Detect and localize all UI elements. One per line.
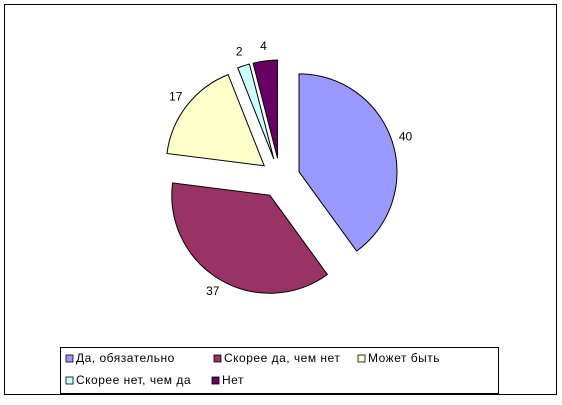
- data-label: 40: [399, 129, 413, 143]
- legend-box: [60, 347, 499, 394]
- data-label: 2: [236, 45, 243, 59]
- pie-slice: [171, 182, 329, 294]
- data-label: 17: [169, 89, 183, 103]
- pie-slice: [252, 59, 278, 159]
- legend-label: Может быть: [368, 351, 440, 365]
- pie-slice: [166, 73, 265, 167]
- legend-swatch: [65, 354, 74, 363]
- chart-border: [4, 4, 557, 395]
- legend-label: Скорее нет, чем да: [76, 373, 191, 387]
- legend-label: Скорее да, чем нет: [224, 351, 340, 365]
- legend-swatch: [357, 354, 366, 363]
- data-label: 37: [206, 284, 220, 298]
- legend-label: Нет: [222, 373, 244, 387]
- pie-slice: [237, 63, 275, 160]
- pie-slice: [298, 73, 398, 252]
- legend-swatch: [65, 376, 74, 385]
- legend-label: Да, обязательно: [76, 351, 175, 365]
- data-label: 4: [260, 39, 267, 53]
- legend-swatch: [211, 376, 220, 385]
- legend-swatch: [213, 354, 222, 363]
